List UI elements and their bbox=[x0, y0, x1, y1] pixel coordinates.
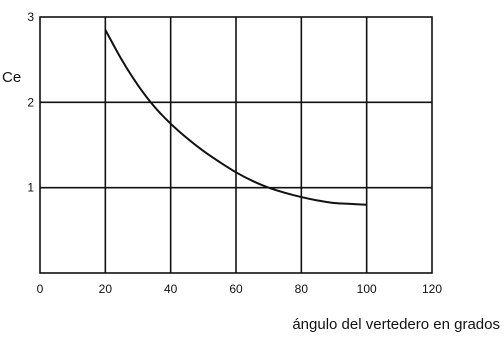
x-tick-label: 20 bbox=[99, 282, 113, 296]
y-axis-label: Ce bbox=[2, 69, 21, 86]
series-line bbox=[104, 29, 367, 206]
plot-frame bbox=[39, 16, 433, 274]
grid-lines bbox=[40, 17, 432, 273]
y-tick-label: 3 bbox=[27, 10, 34, 24]
y-tick-label: 2 bbox=[27, 95, 34, 109]
x-tick-label: 0 bbox=[37, 282, 44, 296]
x-tick-label: 40 bbox=[164, 282, 178, 296]
series-layer bbox=[104, 29, 367, 206]
x-tick-label: 100 bbox=[357, 282, 377, 296]
x-axis-label: ángulo del vertedero en grados bbox=[292, 316, 500, 333]
tick-labels: 0 20 40 60 80 100 120 1 2 3 bbox=[27, 10, 442, 296]
x-tick-label: 80 bbox=[295, 282, 309, 296]
x-tick-label: 60 bbox=[229, 282, 243, 296]
y-tick-label: 1 bbox=[27, 181, 34, 195]
x-tick-label: 120 bbox=[422, 282, 442, 296]
